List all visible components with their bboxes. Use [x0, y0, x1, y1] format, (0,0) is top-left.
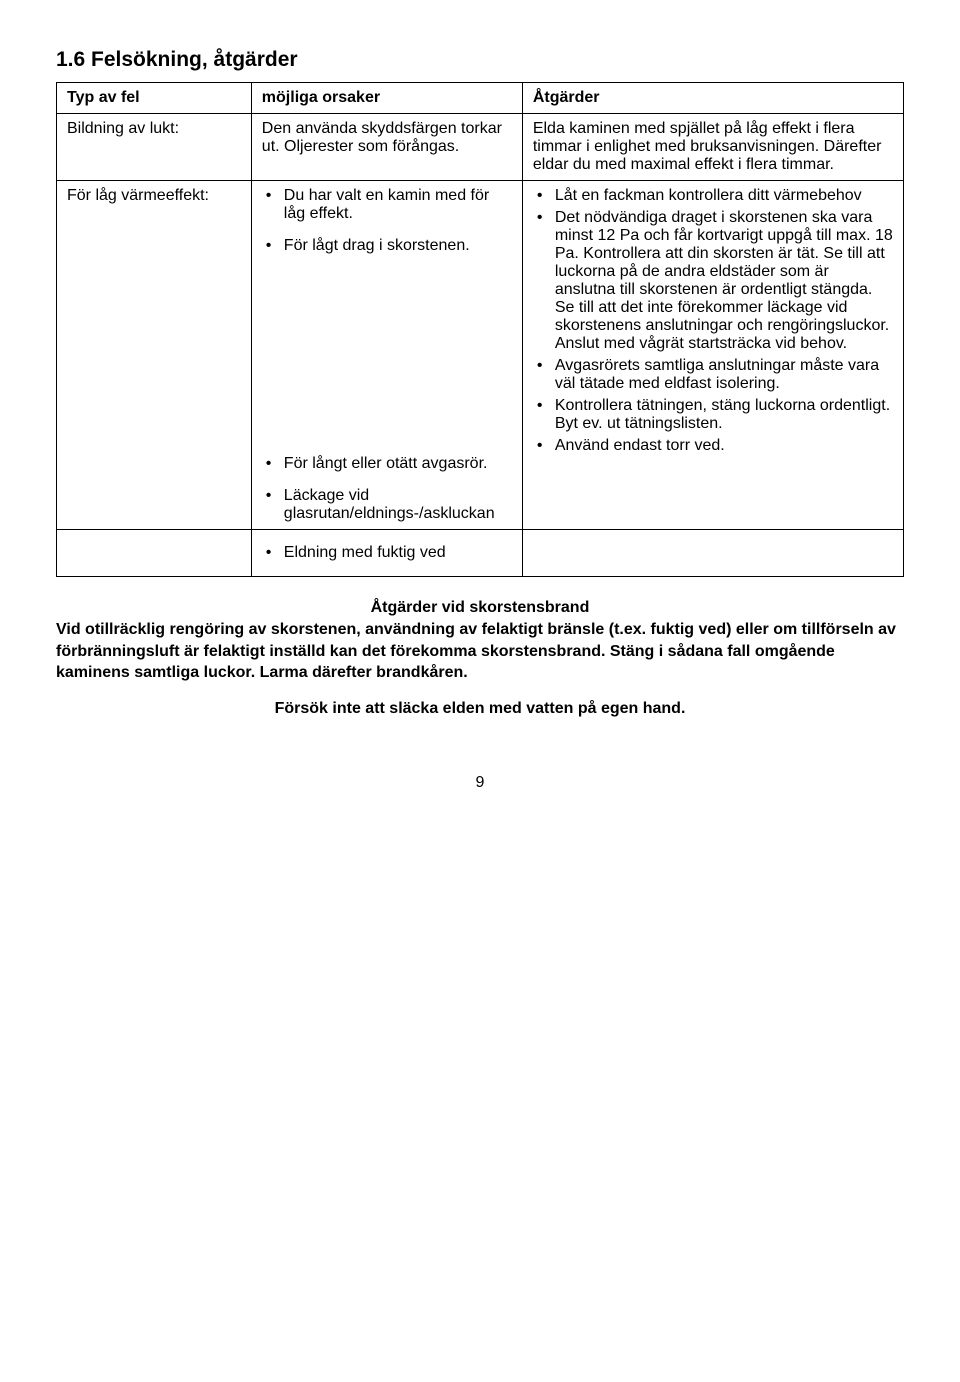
- list-item: För långt eller otätt avgasrör.: [284, 455, 512, 473]
- header-cause: möjliga orsaker: [251, 83, 522, 114]
- cell-cause: Du har valt en kamin med för låg effekt.…: [251, 181, 522, 530]
- cell-cause: Eldning med fuktig ved: [251, 530, 522, 577]
- list-item: Det nödvändiga draget i skorstenen ska v…: [555, 209, 893, 353]
- after-center: Försök inte att släcka elden med vatten …: [56, 700, 904, 718]
- table-header-row: Typ av fel möjliga orsaker Åtgärder: [57, 83, 904, 114]
- cell-type: Bildning av lukt:: [57, 114, 252, 181]
- troubleshooting-table: Typ av fel möjliga orsaker Åtgärder Bild…: [56, 82, 904, 577]
- after-body: Vid otillräcklig rengöring av skorstenen…: [56, 619, 904, 684]
- list-item: För lågt drag i skorstenen.: [284, 237, 512, 255]
- table-row: Eldning med fuktig ved: [57, 530, 904, 577]
- cause-list: Eldning med fuktig ved: [262, 544, 512, 562]
- action-list: Låt en fackman kontrollera ditt värmebeh…: [533, 187, 893, 455]
- table-row: Bildning av lukt: Den använda skyddsfärg…: [57, 114, 904, 181]
- cell-type: För låg värmeeffekt:: [57, 181, 252, 530]
- list-item: Läckage vid glasrutan/eldnings-/asklucka…: [284, 487, 512, 523]
- table-row: För låg värmeeffekt: Du har valt en kami…: [57, 181, 904, 530]
- header-action: Åtgärder: [522, 83, 903, 114]
- list-item: Kontrollera tätningen, stäng luckorna or…: [555, 397, 893, 433]
- header-type: Typ av fel: [57, 83, 252, 114]
- list-item: Eldning med fuktig ved: [284, 544, 512, 562]
- list-item: Avgasrörets samtliga anslutningar måste …: [555, 357, 893, 393]
- cell-type-empty: [57, 530, 252, 577]
- cell-action: Låt en fackman kontrollera ditt värmebeh…: [522, 181, 903, 530]
- list-item: Du har valt en kamin med för låg effekt.: [284, 187, 512, 223]
- list-item: Använd endast torr ved.: [555, 437, 893, 455]
- cell-action: Elda kaminen med spjället på låg effekt …: [522, 114, 903, 181]
- section-heading: 1.6 Felsökning, åtgärder: [56, 48, 904, 72]
- cause-list: Du har valt en kamin med för låg effekt.…: [262, 187, 512, 523]
- after-heading: Åtgärder vid skorstensbrand: [56, 599, 904, 617]
- cell-cause: Den använda skyddsfärgen torkar ut. Olje…: [251, 114, 522, 181]
- list-item: Låt en fackman kontrollera ditt värmebeh…: [555, 187, 893, 205]
- page-number: 9: [56, 774, 904, 792]
- cell-action-empty: [522, 530, 903, 577]
